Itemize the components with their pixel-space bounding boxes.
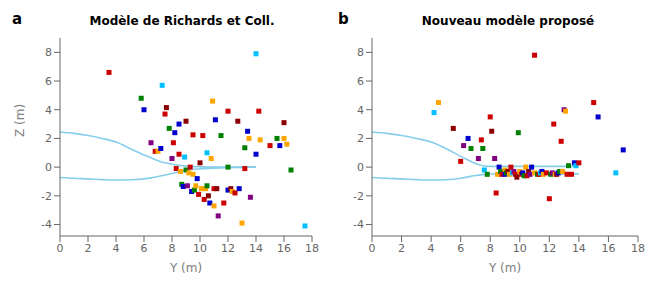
svg-text:0: 0	[369, 242, 376, 255]
svg-text:2: 2	[398, 242, 405, 255]
svg-text:-4: -4	[41, 218, 52, 231]
svg-text:16: 16	[277, 242, 291, 255]
svg-text:6: 6	[141, 242, 148, 255]
html-text:Modèle de Richards et Coll.: Modèle de Richards et Coll.	[89, 14, 275, 28]
svg-text:Z (m): Z (m)	[13, 104, 27, 137]
svg-text:6: 6	[45, 75, 52, 88]
svg-text:12: 12	[221, 242, 235, 255]
svg-text:14: 14	[249, 242, 263, 255]
svg-text:-2: -2	[41, 190, 52, 203]
svg-text:4: 4	[357, 104, 364, 117]
svg-text:4: 4	[45, 104, 52, 117]
svg-text:2: 2	[45, 132, 52, 145]
svg-text:10: 10	[193, 242, 207, 255]
svg-text:4: 4	[113, 242, 120, 255]
svg-text:-4: -4	[353, 218, 364, 231]
svg-text:2: 2	[357, 132, 364, 145]
svg-text:12: 12	[542, 242, 556, 255]
svg-text:4: 4	[428, 242, 435, 255]
svg-text:16: 16	[601, 242, 615, 255]
svg-text:18: 18	[631, 242, 645, 255]
svg-text:8: 8	[45, 46, 52, 59]
svg-text:2: 2	[85, 242, 92, 255]
html-text:b: b	[338, 10, 349, 28]
svg-text:18: 18	[305, 242, 319, 255]
svg-text:14: 14	[572, 242, 586, 255]
svg-text:10: 10	[513, 242, 527, 255]
svg-text:6: 6	[357, 75, 364, 88]
svg-text:6: 6	[457, 242, 464, 255]
svg-text:8: 8	[357, 46, 364, 59]
svg-text:8: 8	[169, 242, 176, 255]
svg-text:8: 8	[487, 242, 494, 255]
html-text:a: a	[12, 10, 23, 28]
svg-text:-2: -2	[353, 190, 364, 203]
svg-text:Y (m): Y (m)	[488, 261, 521, 275]
svg-text:Y (m): Y (m)	[169, 261, 202, 275]
svg-text:0: 0	[57, 242, 64, 255]
svg-text:0: 0	[357, 161, 364, 174]
html-text:Nouveau modèle proposé: Nouveau modèle proposé	[421, 14, 595, 28]
svg-text:0: 0	[45, 161, 52, 174]
